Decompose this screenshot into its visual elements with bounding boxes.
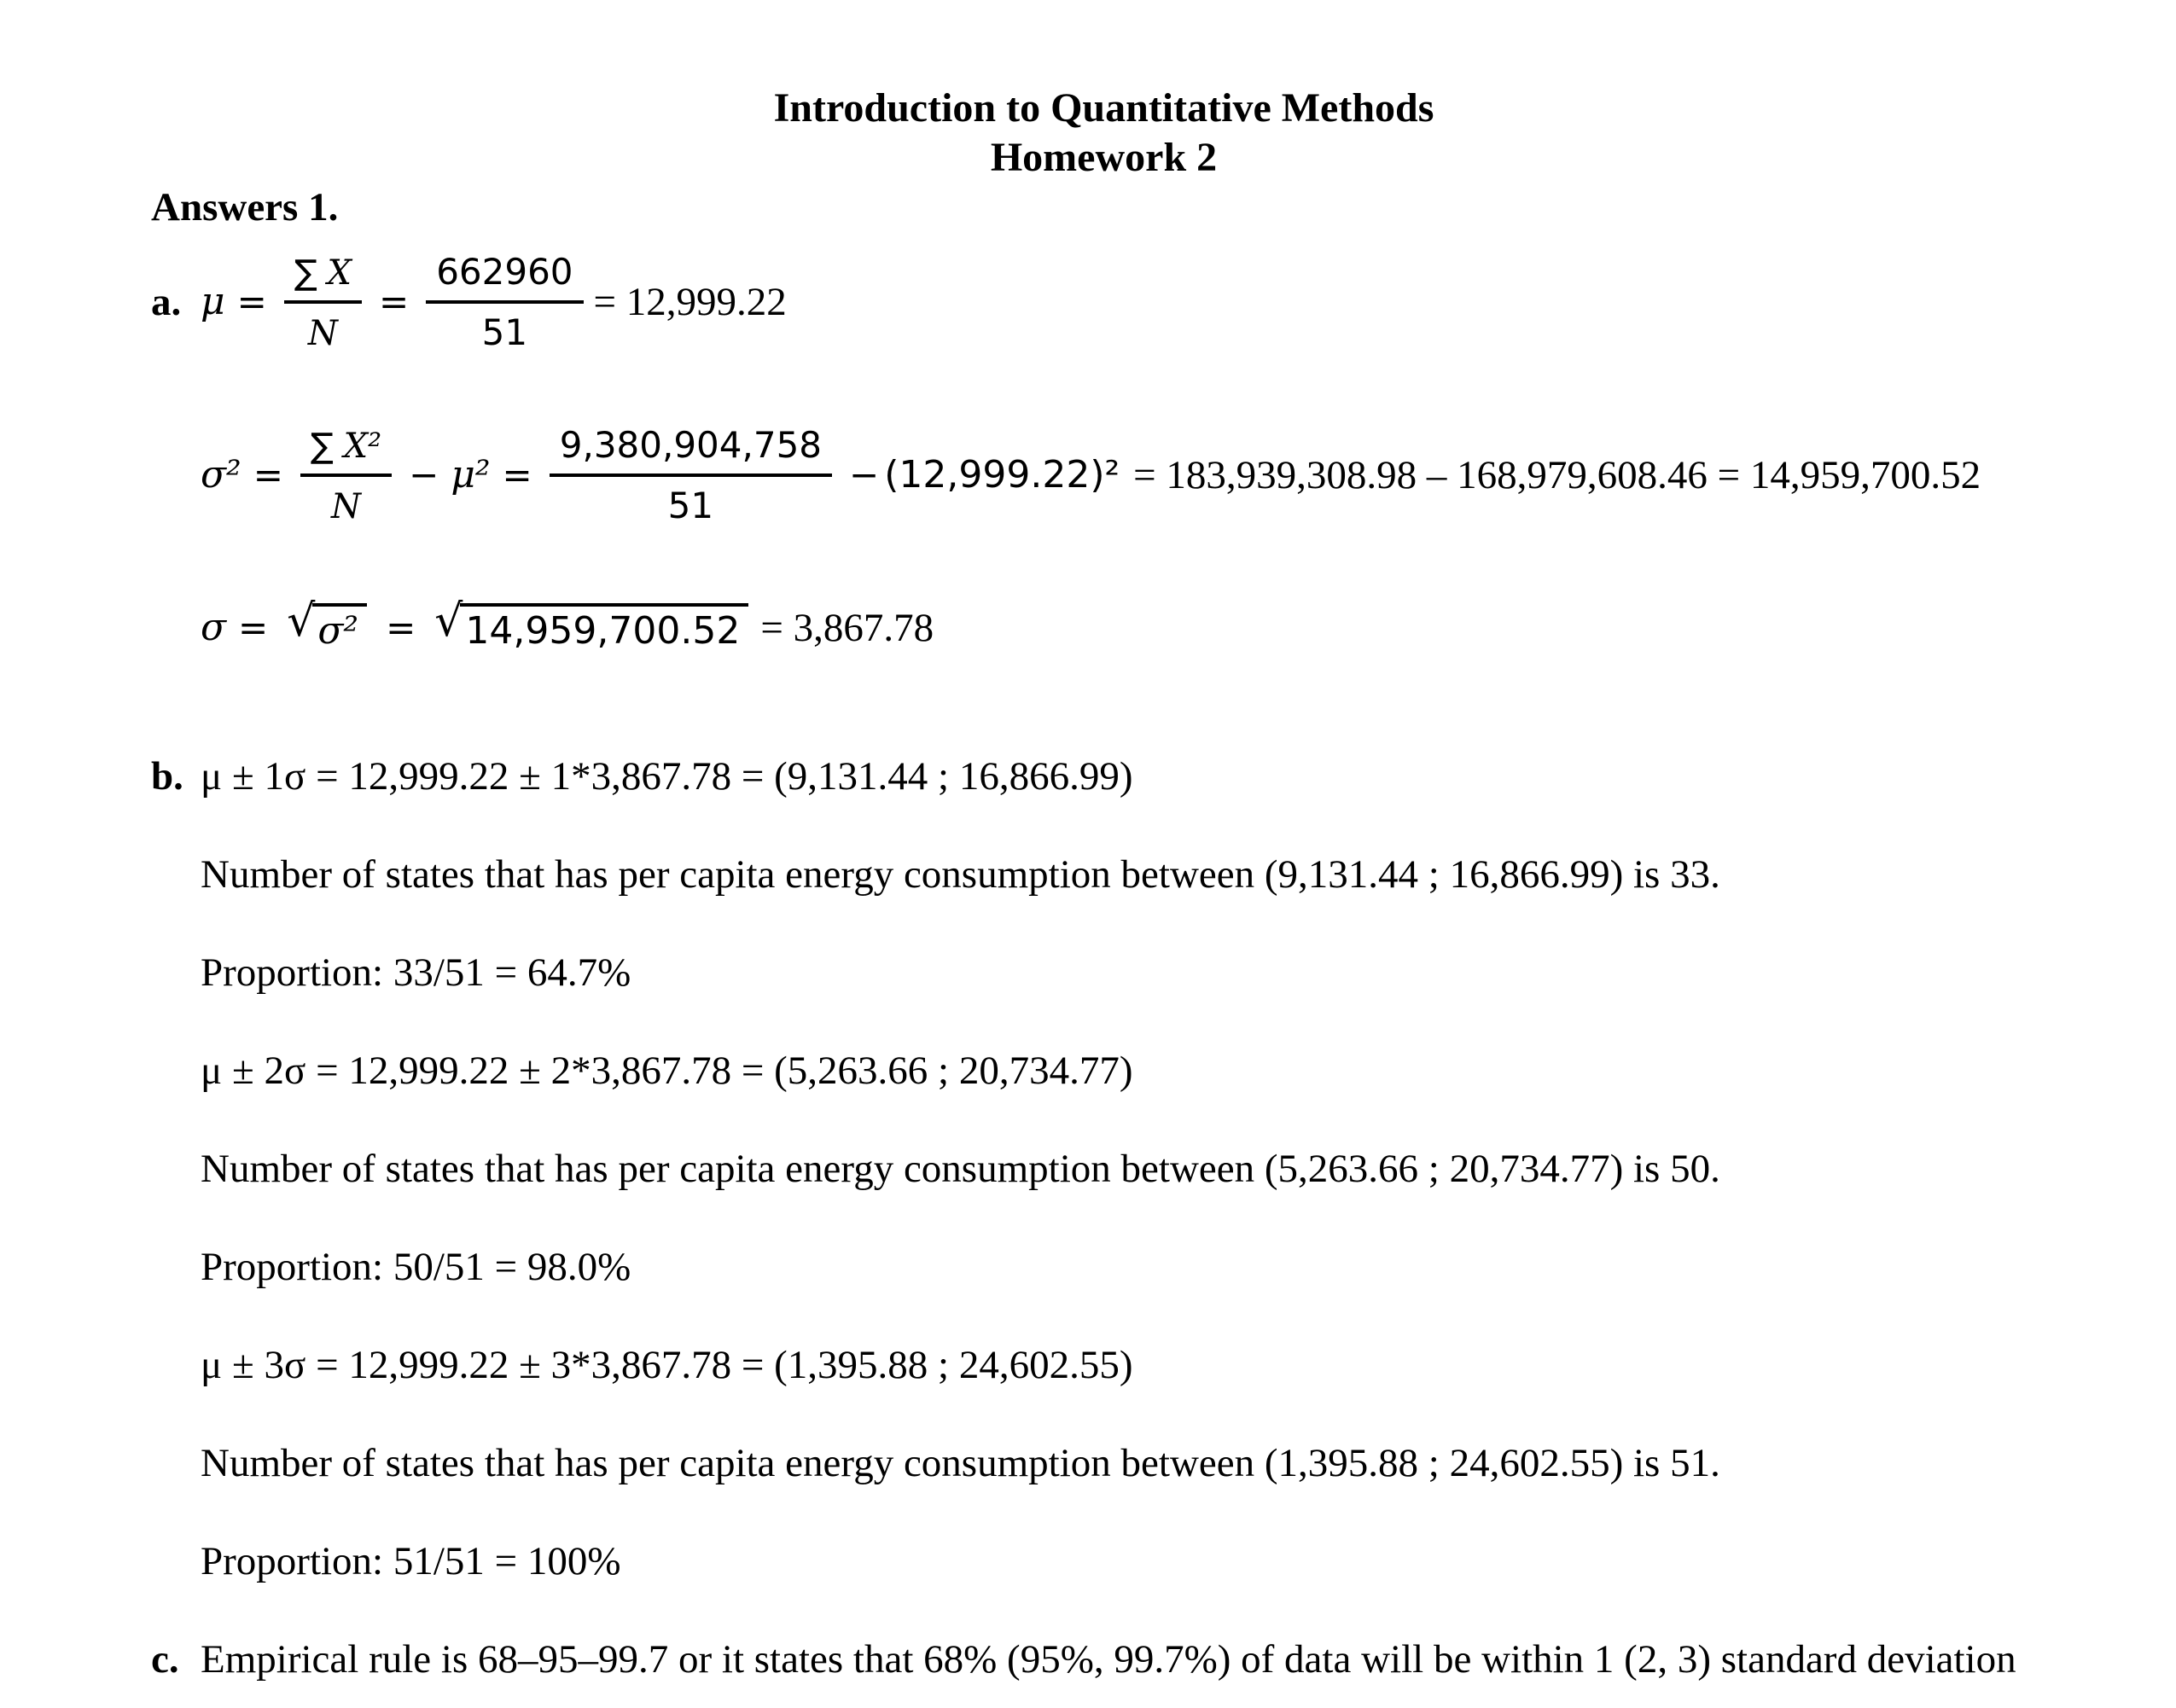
sum-x-value: 662960 [436,251,573,293]
summation-icon: ∑ [310,427,334,467]
fraction-sum-x2-over-n: ∑ X² N [300,422,393,528]
sigma-symbol: σ [201,606,227,650]
equals-sign: = [236,281,267,323]
radical-icon: √ [287,595,316,647]
variance-result: = 183,939,308.98 – 168,979,608.46 = 14,9… [1133,452,1981,497]
fraction-denominator: 51 [668,477,713,528]
mean-squared-term: (12,999.22)² [884,453,1120,497]
fraction-sum-x-over-n: ∑ X N [283,249,362,355]
fraction-denominator: 51 [482,304,527,355]
mu-squared-symbol: μ² [451,453,491,497]
stddev-result: = 3,867.78 [760,605,934,650]
mu-symbol: μ [201,280,225,324]
fraction-numerator: ∑ X [283,249,362,304]
line-text: Number of states that has per capita ene… [201,1146,1720,1191]
part-c-label: c. [151,1636,179,1682]
line-text: Proportion: 51/51 = 100% [201,1538,621,1583]
sum-x2-value: 9,380,904,758 [559,424,823,467]
proportion-line: Proportion: 50/51 = 98.0% [201,1217,2125,1316]
line-text: μ ± 3σ = 12,999.22 ± 3*3,867.78 = (1,395… [201,1342,1133,1387]
equals-sign: = [379,281,410,323]
formula-mean: a. μ = ∑ X N = 662960 51 = 12,999.22 [151,249,2125,354]
formula-mu-plus-minus-1-sigma: b. μ ± 1σ = 12,999.22 ± 1*3,867.78 = (9,… [151,727,2125,825]
n-variable: N [307,313,338,353]
equals-sign: = [502,454,532,497]
fraction-numerator: 662960 [426,249,584,304]
line-text: Proportion: 33/51 = 64.7% [201,950,631,995]
summation-icon: ∑ [294,253,317,293]
line-text: Number of states that has per capita ene… [201,1440,1720,1485]
states-count-line: Number of states that has per capita ene… [201,1414,2125,1512]
sigma-squared-symbol: σ² [317,608,359,653]
x-squared-variable: X² [343,427,382,467]
answers-heading: Answers 1. [151,185,339,229]
line-text: Proportion: 50/51 = 98.0% [201,1244,631,1289]
part-c-line: c. Empirical rule is 68–95–99.7 or it st… [151,1610,2125,1708]
equals-sign: = [238,607,269,649]
equals-sign: = [386,607,416,649]
equals-sign: = [253,454,283,497]
radicand: 14,959,700.52 [460,602,749,654]
n-value: 51 [481,311,528,353]
fraction-numerator: 9,380,904,758 [549,422,833,477]
title-line-2: Homework 2 [990,135,1218,180]
document-title: Introduction to Quantitative Methods Hom… [151,84,2057,183]
minus-sign: − [849,454,880,497]
mean-result: = 12,999.22 [593,279,787,324]
fraction-662960-over-51: 662960 51 [426,249,584,355]
line-text: μ ± 2σ = 12,999.22 ± 2*3,867.78 = (5,263… [201,1048,1133,1093]
square-root-variance-value: √ 14,959,700.52 [434,599,749,654]
fraction-numerator: ∑ X² [300,422,393,477]
line-text: Empirical rule is 68–95–99.7 or it state… [201,1636,2016,1682]
line-text: μ ± 1σ = 12,999.22 ± 1*3,867.78 = (9,131… [201,753,1133,799]
states-count-line: Number of states that has per capita ene… [201,825,2125,923]
fraction-denominator: N [331,477,361,528]
fraction-sum-x2-value-over-51: 9,380,904,758 51 [549,422,833,528]
part-b-label: b. [151,753,183,799]
n-variable: N [331,486,361,526]
x-variable: X [327,253,352,293]
minus-sign: − [409,454,439,497]
formula-variance: σ² = ∑ X² N − μ² = 9,380,904,758 51 − (1… [201,422,2125,527]
title-line-1: Introduction to Quantitative Methods [773,85,1434,131]
fraction-denominator: N [308,304,338,355]
formula-stddev: σ = √ σ² = √ 14,959,700.52 = 3,867.78 [201,599,2125,654]
variance-value: 14,959,700.52 [465,608,741,653]
proportion-line: Proportion: 51/51 = 100% [201,1512,2125,1610]
radicand: σ² [312,602,368,654]
formula-mu-plus-minus-2-sigma: μ ± 2σ = 12,999.22 ± 2*3,867.78 = (5,263… [201,1021,2125,1119]
part-a-label: a. [151,279,182,324]
part-b-section: b. μ ± 1σ = 12,999.22 ± 1*3,867.78 = (9,… [151,727,2125,1610]
line-text: Number of states that has per capita ene… [201,851,1720,897]
radical-icon: √ [434,595,463,647]
n-value: 51 [667,484,714,526]
formula-mu-plus-minus-3-sigma: μ ± 3σ = 12,999.22 ± 3*3,867.78 = (1,395… [201,1316,2125,1414]
proportion-line: Proportion: 33/51 = 64.7% [201,923,2125,1021]
states-count-line: Number of states that has per capita ene… [201,1119,2125,1217]
sigma-squared-symbol: σ² [201,453,241,497]
square-root-sigma-squared: √ σ² [287,599,368,654]
